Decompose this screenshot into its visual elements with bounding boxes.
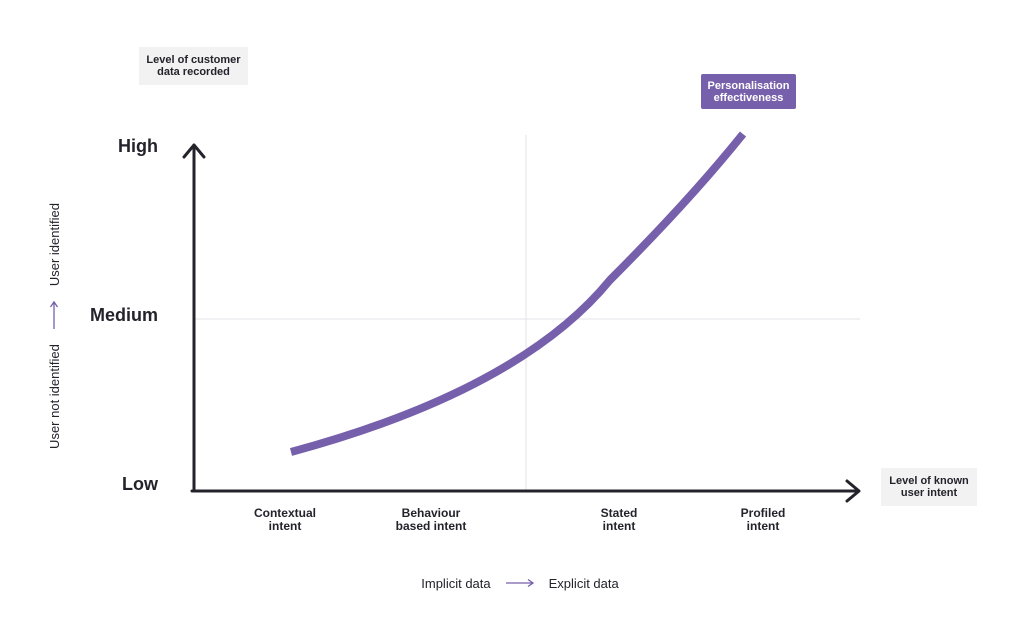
y-axis-title: Level of customer data recorded: [139, 47, 248, 85]
x-category-line-1: Behaviour: [401, 506, 461, 520]
curve-label-line-2: effectiveness: [713, 91, 784, 104]
x-axis-title-line-2: user intent: [900, 487, 958, 499]
y-axis-arrowhead: [182, 143, 206, 159]
x-category-stated-intent: Stated intent: [559, 507, 679, 533]
x-axis-title: Level of known user intent: [881, 468, 977, 506]
y-level-high: High: [118, 136, 158, 156]
y-level-medium: Medium: [89, 305, 158, 325]
curve-label: Personalisation effectiveness: [701, 74, 796, 109]
x-axis-arrowhead: [845, 479, 861, 503]
x-category-line-2: intent: [602, 519, 636, 533]
arrow-right-icon: [505, 576, 535, 592]
y-axis-title-line-1: Level of customer: [146, 54, 241, 66]
x-category-line-2: based intent: [395, 519, 467, 533]
user-identified-label: User identified: [47, 203, 62, 287]
personalisation-curve: [289, 131, 747, 456]
curve-label-line-1: Personalisation: [707, 79, 790, 92]
x-category-line-2: intent: [268, 519, 302, 533]
arrow-right-icon: [47, 300, 63, 330]
x-category-line-2: intent: [746, 519, 780, 533]
implicit-data-label: Implicit data: [421, 576, 491, 591]
x-category-contextual-intent: Contextual intent: [225, 507, 345, 533]
x-category-line-1: Stated: [600, 506, 638, 520]
x-category-line-1: Profiled: [740, 506, 786, 520]
x-category-behaviour-based-intent: Behaviour based intent: [371, 507, 491, 533]
x-category-line-1: Contextual: [253, 506, 316, 520]
x-axis-title-line-1: Level of known: [889, 475, 969, 487]
user-not-identified-label: User not identified: [47, 344, 62, 449]
explicit-data-label: Explicit data: [548, 576, 619, 591]
y-axis-title-line-2: data recorded: [157, 66, 230, 78]
y-level-low: Low: [122, 474, 158, 494]
x-category-profiled-intent: Profiled intent: [703, 507, 823, 533]
data-type-axis: Implicit data Explicit data: [380, 574, 660, 594]
